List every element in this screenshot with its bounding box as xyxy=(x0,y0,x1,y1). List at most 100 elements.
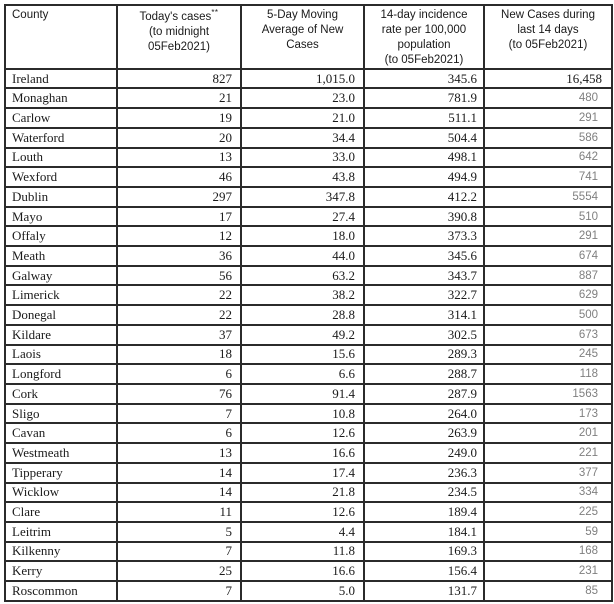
county-cell: Waterford xyxy=(4,126,118,149)
new-cases-14d-cell: 334 xyxy=(483,481,613,504)
col-header-new-cases-14days: New Cases during last 14 days (to 05Feb2… xyxy=(483,4,613,70)
incidence-rate-cell: 288.7 xyxy=(363,363,485,385)
col-header-county-label: County xyxy=(12,9,49,21)
county-cell: Wicklow xyxy=(4,481,118,504)
new-cases-14d-cell: 629 xyxy=(483,284,613,307)
moving-average-cell: 12.6 xyxy=(240,501,365,523)
todays-cases-cell: 14 xyxy=(116,481,242,504)
todays-cases-cell: 25 xyxy=(116,560,242,583)
incidence-rate-cell: 289.3 xyxy=(363,343,485,366)
moving-average-cell: 18.0 xyxy=(240,225,365,248)
county-cell: Leitrim xyxy=(4,520,118,543)
table-row: Longford 6 6.6 288.7 118 xyxy=(4,363,613,385)
moving-average-cell: 17.4 xyxy=(240,461,365,484)
col-header-todays-cases: Today's cases** (to midnight 05Feb2021) xyxy=(116,4,242,70)
incidence-rate-cell: 781.9 xyxy=(363,87,485,110)
table-header: County Today's cases** (to midnight 05Fe… xyxy=(4,4,613,70)
todays-cases-cell: 11 xyxy=(116,501,242,523)
table-row: Dublin 297 347.8 412.2 5554 xyxy=(4,185,613,208)
moving-average-cell: 21.8 xyxy=(240,481,365,504)
table-row: Monaghan 21 23.0 781.9 480 xyxy=(4,87,613,110)
todays-cases-cell: 7 xyxy=(116,580,242,602)
col-header-county: County xyxy=(4,4,118,70)
todays-cases-cell: 76 xyxy=(116,383,242,405)
new-cases-14d-cell: 231 xyxy=(483,560,613,583)
table-row: Tipperary 14 17.4 236.3 377 xyxy=(4,461,613,484)
todays-cases-sublabel: (to midnight 05Feb2021) xyxy=(147,25,211,53)
new-cases-14d-cell: 674 xyxy=(483,245,613,267)
todays-cases-cell: 827 xyxy=(116,67,242,90)
moving-average-cell: 10.8 xyxy=(240,402,365,425)
moving-average-cell: 33.0 xyxy=(240,146,365,169)
moving-average-cell: 4.4 xyxy=(240,520,365,543)
incidence-rate-cell: 184.1 xyxy=(363,520,485,543)
new-cases-14d-cell: 377 xyxy=(483,461,613,484)
table-row: Louth 13 33.0 498.1 642 xyxy=(4,146,613,169)
county-cell: Carlow xyxy=(4,107,118,129)
table-row: Donegal 22 28.8 314.1 500 xyxy=(4,304,613,326)
moving-average-cell: 27.4 xyxy=(240,205,365,228)
table-row: Ireland 827 1,015.0 345.6 16,458 xyxy=(4,67,613,90)
new-cases-14d-cell: 500 xyxy=(483,304,613,326)
incidence-rate-cell: 264.0 xyxy=(363,402,485,425)
moving-average-cell: 6.6 xyxy=(240,363,365,385)
new-cases-14d-cell: 5554 xyxy=(483,185,613,208)
county-cell: Roscommon xyxy=(4,580,118,602)
county-cell: Dublin xyxy=(4,185,118,208)
incidence-rate-cell: 234.5 xyxy=(363,481,485,504)
table-row: Cork 76 91.4 287.9 1563 xyxy=(4,383,613,405)
county-cell: Donegal xyxy=(4,304,118,326)
new-cases-14d-cell: 16,458 xyxy=(483,67,613,90)
moving-average-cell: 12.6 xyxy=(240,422,365,445)
table-row: Westmeath 13 16.6 249.0 221 xyxy=(4,442,613,464)
county-cell: Kildare xyxy=(4,323,118,346)
new-cases-14d-cell: 225 xyxy=(483,501,613,523)
incidence-rate-cell: 263.9 xyxy=(363,422,485,445)
table-row: Wexford 46 43.8 494.9 741 xyxy=(4,166,613,188)
county-cell: Tipperary xyxy=(4,461,118,484)
table-row: Mayo 17 27.4 390.8 510 xyxy=(4,205,613,228)
new-cases-14d-cell: 59 xyxy=(483,520,613,543)
todays-cases-cell: 21 xyxy=(116,87,242,110)
moving-average-cell: 34.4 xyxy=(240,126,365,149)
incidence-rate-cell: 169.3 xyxy=(363,540,485,563)
county-cell: Offaly xyxy=(4,225,118,248)
moving-average-cell: 63.2 xyxy=(240,264,365,287)
new-cases-14d-cell: 741 xyxy=(483,166,613,188)
table-row: Leitrim 5 4.4 184.1 59 xyxy=(4,520,613,543)
todays-cases-cell: 12 xyxy=(116,225,242,248)
table-row: Sligo 7 10.8 264.0 173 xyxy=(4,402,613,425)
county-cell: Clare xyxy=(4,501,118,523)
todays-cases-cell: 17 xyxy=(116,205,242,228)
county-cell: Cavan xyxy=(4,422,118,445)
covid-county-table-container: County Today's cases** (to midnight 05Fe… xyxy=(4,4,613,602)
incidence-rate-cell: 314.1 xyxy=(363,304,485,326)
incidence-rate-cell: 343.7 xyxy=(363,264,485,287)
todays-cases-cell: 18 xyxy=(116,343,242,366)
county-cell: Meath xyxy=(4,245,118,267)
county-cell: Cork xyxy=(4,383,118,405)
new-cases-14d-cell: 173 xyxy=(483,402,613,425)
table-row: Limerick 22 38.2 322.7 629 xyxy=(4,284,613,307)
new-cases-14d-cell: 291 xyxy=(483,225,613,248)
incidence-rate-cell: 412.2 xyxy=(363,185,485,208)
todays-cases-cell: 46 xyxy=(116,166,242,188)
incidence-rate-cell: 504.4 xyxy=(363,126,485,149)
table-row: Kilkenny 7 11.8 169.3 168 xyxy=(4,540,613,563)
county-cell: Kerry xyxy=(4,560,118,583)
table-row: Wicklow 14 21.8 234.5 334 xyxy=(4,481,613,504)
table-row: Laois 18 15.6 289.3 245 xyxy=(4,343,613,366)
moving-average-cell: 11.8 xyxy=(240,540,365,563)
table-row: Carlow 19 21.0 511.1 291 xyxy=(4,107,613,129)
table-row: Kerry 25 16.6 156.4 231 xyxy=(4,560,613,583)
moving-average-cell: 15.6 xyxy=(240,343,365,366)
todays-cases-cell: 6 xyxy=(116,422,242,445)
county-cell: Monaghan xyxy=(4,87,118,110)
moving-average-cell: 91.4 xyxy=(240,383,365,405)
new-cases-14d-cell: 221 xyxy=(483,442,613,464)
todays-cases-footnote-marker: ** xyxy=(211,8,219,17)
moving-average-cell: 49.2 xyxy=(240,323,365,346)
todays-cases-cell: 36 xyxy=(116,245,242,267)
todays-cases-cell: 7 xyxy=(116,402,242,425)
new-cases-14d-cell: 510 xyxy=(483,205,613,228)
